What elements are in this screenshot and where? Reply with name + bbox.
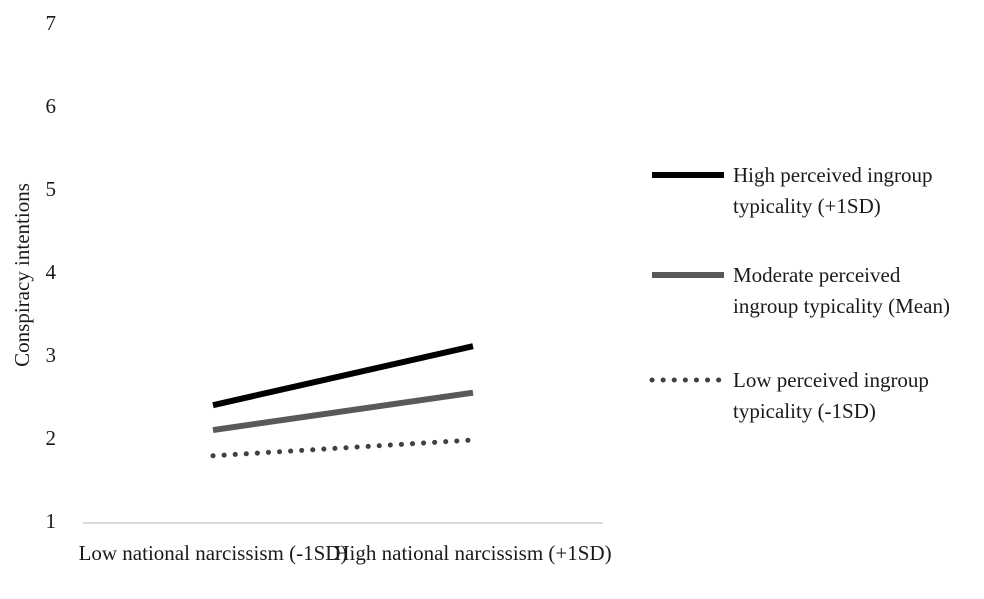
x-tick-label: High national narcissism (+1SD) <box>334 541 612 565</box>
legend-label: Moderate perceived ingroup typicality (M… <box>733 263 950 318</box>
legend-label: Low perceived ingroup typicality (-1SD) <box>733 368 929 423</box>
data-line <box>210 437 476 459</box>
y-tick-label: 1 <box>46 509 57 533</box>
data-line <box>212 343 474 409</box>
y-axis-title: Conspiracy intentions <box>10 183 34 367</box>
y-tick-label: 3 <box>46 343 57 367</box>
legend-label: High perceived ingroup typicality (+1SD) <box>733 163 933 218</box>
legend-label-box: Moderate perceived ingroup typicality (M… <box>733 263 950 318</box>
x-tick-label-box: High national narcissism (+1SD) <box>334 541 612 565</box>
y-tick-label: 7 <box>46 11 57 35</box>
legend-label-box: Low perceived ingroup typicality (-1SD) <box>733 368 929 423</box>
legend-label-box: High perceived ingroup typicality (+1SD) <box>733 163 933 218</box>
y-tick-label: 6 <box>46 94 57 118</box>
data-line <box>212 389 474 434</box>
x-tick-label-box: Low national narcissism (-1SD) <box>78 541 348 565</box>
x-tick-label: Low national narcissism (-1SD) <box>78 541 348 565</box>
y-tick-label: 2 <box>46 426 57 450</box>
y-tick-label: 5 <box>46 177 57 201</box>
y-tick-label: 4 <box>46 260 57 284</box>
